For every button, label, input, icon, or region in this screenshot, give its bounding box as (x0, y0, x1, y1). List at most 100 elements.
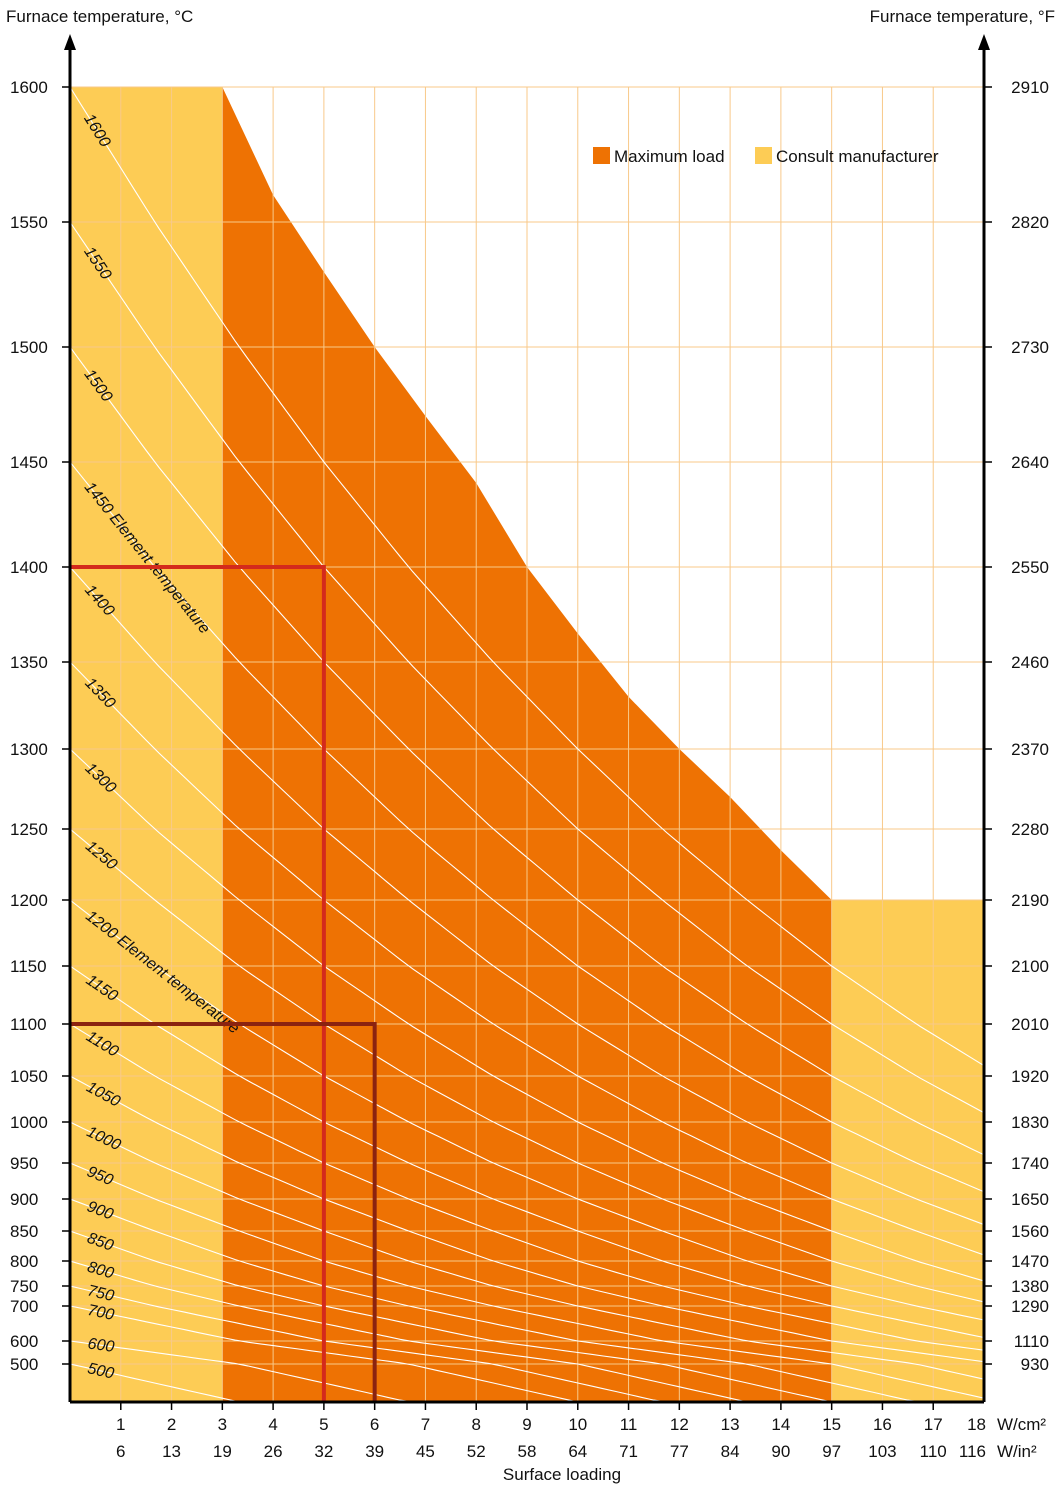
element-temp-label: 500 (86, 1360, 116, 1382)
y-tick-label-celsius: 1500 (10, 338, 48, 357)
element-temp-line (70, 1363, 248, 1402)
x-tick-label-primary: 11 (620, 1415, 638, 1434)
y-tick-label-fahrenheit: 1560 (1011, 1222, 1049, 1241)
element-temp-line (70, 1121, 984, 1380)
x-unit-secondary: W/in² (997, 1442, 1037, 1461)
element-temp-line (70, 1305, 591, 1402)
x-tick-label-secondary: 110 (920, 1442, 947, 1461)
y-tick-label-fahrenheit: 1740 (1011, 1154, 1049, 1173)
element-temp-line (70, 461, 984, 1193)
y-tick-label-fahrenheit: 1470 (1011, 1252, 1049, 1271)
x-tick-label-primary: 18 (967, 1415, 986, 1434)
x-tick-label-primary: 6 (370, 1415, 379, 1434)
example-line (70, 565, 326, 1402)
element-temp-line (70, 1340, 426, 1402)
x-tick-label-primary: 16 (873, 1415, 892, 1434)
x-tick-label-secondary: 103 (868, 1442, 896, 1461)
y-tick-label-fahrenheit: 2910 (1011, 78, 1049, 97)
x-tick-label-secondary: 39 (365, 1442, 384, 1461)
legend: Maximum load Consult manufacturer (593, 147, 939, 166)
y-tick-label-celsius: 500 (10, 1355, 38, 1374)
element-temp-line (70, 1260, 756, 1402)
element-temp-line (70, 661, 984, 1256)
y-tick-label-celsius: 1300 (10, 740, 48, 759)
y-tick-label-fahrenheit: 2010 (1011, 1015, 1049, 1034)
x-tick-label-secondary: 26 (264, 1442, 283, 1461)
x-tick-label-secondary: 64 (568, 1442, 587, 1461)
region-consult-manufacturer-0 (70, 87, 223, 1402)
x-tick-label-primary: 13 (721, 1415, 740, 1434)
y-tick-label-fahrenheit: 1380 (1011, 1277, 1049, 1296)
x-tick-label-secondary: 19 (213, 1442, 232, 1461)
y-tick-label-celsius: 1550 (10, 213, 48, 232)
element-temp-line (70, 748, 984, 1282)
y-tick-label-fahrenheit: 2100 (1011, 957, 1049, 976)
y-tick-label-fahrenheit: 930 (1021, 1355, 1049, 1374)
y-tick-label-celsius: 900 (10, 1190, 38, 1209)
x-tick-label-secondary: 6 (116, 1442, 125, 1461)
element-temp-line (70, 1230, 845, 1402)
x-tick-label-secondary: 71 (619, 1442, 638, 1461)
example-line (70, 1022, 377, 1402)
x-tick-label-secondary: 13 (162, 1442, 181, 1461)
x-tick-label-secondary: 45 (416, 1442, 435, 1461)
y-tick-label-fahrenheit: 2730 (1011, 338, 1049, 357)
element-temp-line (70, 346, 984, 1156)
element-temp-line (70, 965, 984, 1339)
y-tick-label-fahrenheit: 1920 (1011, 1067, 1049, 1086)
example-lines-layer (70, 565, 377, 1402)
x-tick-label-primary: 1 (116, 1415, 125, 1434)
y-tick-label-celsius: 800 (10, 1252, 38, 1271)
x-tick-label-primary: 8 (471, 1415, 480, 1434)
x-tick-label-secondary: 77 (670, 1442, 689, 1461)
element-temp-line (70, 899, 984, 1321)
x-tick-label-primary: 3 (218, 1415, 227, 1434)
y-tick-label-celsius: 1100 (10, 1015, 47, 1034)
x-tick-label-secondary: 116 (959, 1442, 986, 1461)
y-tick-label-celsius: 750 (10, 1277, 38, 1296)
y-tick-label-fahrenheit: 2820 (1011, 213, 1049, 232)
element-temp-line (70, 566, 984, 1226)
x-tick-label-primary: 9 (522, 1415, 531, 1434)
legend-swatch-maximum-load (593, 147, 610, 164)
x-tick-label-secondary: 32 (314, 1442, 333, 1461)
y-tick-label-celsius: 1350 (10, 653, 48, 672)
y-tick-label-fahrenheit: 1650 (1011, 1190, 1049, 1209)
y-tick-label-celsius: 1150 (10, 957, 47, 976)
x-tick-label-primary: 5 (319, 1415, 328, 1434)
x-tick-label-secondary: 97 (822, 1442, 841, 1461)
element-temp-line (70, 828, 984, 1303)
y-tick-label-fahrenheit: 2190 (1011, 891, 1049, 910)
legend-label-consult-manufacturer: Consult manufacturer (776, 147, 939, 166)
x-tick-label-secondary: 84 (721, 1442, 740, 1461)
y-tick-label-celsius: 850 (10, 1222, 38, 1241)
x-tick-label-primary: 7 (421, 1415, 430, 1434)
region-consult-manufacturer-2 (831, 900, 984, 1402)
element-temp-line (70, 1198, 934, 1402)
y-tick-label-fahrenheit: 1290 (1011, 1297, 1049, 1316)
x-tick-label-primary: 17 (924, 1415, 943, 1434)
y-tick-label-fahrenheit: 1110 (1014, 1332, 1049, 1351)
y-right-axis-title: Furnace temperature, °F (870, 7, 1055, 26)
element-temp-label: 750 (86, 1282, 116, 1305)
x-tick-label-primary: 4 (268, 1415, 277, 1434)
x-axis-title: Surface loading (503, 1465, 621, 1484)
grid-layer (70, 86, 984, 1402)
x-tick-label-primary: 10 (568, 1415, 587, 1434)
x-tick-label-primary: 12 (670, 1415, 689, 1434)
y-tick-label-celsius: 950 (10, 1154, 38, 1173)
y-tick-label-celsius: 1000 (10, 1113, 48, 1132)
y-axis-left-arrow-icon (64, 34, 76, 50)
element-temp-label: 600 (87, 1335, 116, 1355)
y-tick-label-celsius: 1050 (10, 1067, 48, 1086)
y-tick-label-celsius: 1600 (10, 78, 48, 97)
y-tick-label-fahrenheit: 2640 (1011, 453, 1049, 472)
y-tick-label-fahrenheit: 2280 (1011, 820, 1049, 839)
y-tick-label-celsius: 600 (10, 1332, 38, 1351)
x-tick-label-primary: 14 (771, 1415, 790, 1434)
element-temp-line (70, 87, 984, 1067)
y-tick-label-celsius: 1400 (10, 558, 48, 577)
element-temp-label: 800 (85, 1259, 116, 1283)
y-tick-label-fahrenheit: 2550 (1011, 558, 1049, 577)
